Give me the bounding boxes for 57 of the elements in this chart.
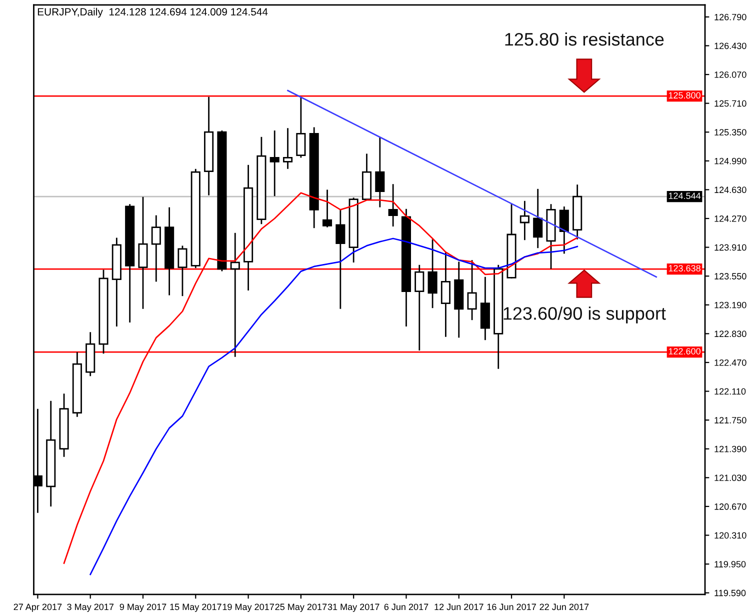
y-tick-label: 124.630 xyxy=(714,186,746,194)
y-tick-label: 120.310 xyxy=(714,532,746,539)
candlestick xyxy=(336,209,346,310)
y-tick-label: 122.110 xyxy=(714,388,746,395)
candlestick xyxy=(375,136,385,208)
candlestick xyxy=(230,232,240,358)
x-tick-label: 9 May 2017 xyxy=(120,604,166,612)
y-tick-label: 126.430 xyxy=(714,42,746,50)
ref-line-label: 124.544 xyxy=(668,192,701,200)
candlestick xyxy=(322,189,332,228)
y-tick-label: 121.390 xyxy=(714,446,746,452)
annotation: 125.80 is resistance xyxy=(505,32,664,46)
candlestick xyxy=(282,127,293,170)
chart-title: EURJPY,Daily 124.128 124.694 124.009 124.544 xyxy=(38,8,268,18)
candlestick xyxy=(414,264,424,352)
y-tick-label: 123.550 xyxy=(714,273,746,280)
ref-line-label: 125.800 xyxy=(668,92,700,99)
x-tick-label: 16 Jun 2017 xyxy=(487,604,536,610)
candlestick xyxy=(296,96,306,158)
y-tick-label: 124.270 xyxy=(714,215,746,222)
candlestick xyxy=(138,196,148,310)
y-tick-label: 123.190 xyxy=(714,302,746,308)
x-tick-label: 25 May 2017 xyxy=(275,604,327,612)
y-tick-label: 126.070 xyxy=(714,71,746,78)
y-tick-label: 121.030 xyxy=(714,474,746,482)
x-tick-label: 3 May 2017 xyxy=(67,604,114,612)
candlestick xyxy=(428,238,438,309)
y-tick-label: 122.470 xyxy=(714,359,746,366)
candlestick xyxy=(467,259,477,321)
x-tick-label: 22 Jun 2017 xyxy=(540,604,589,610)
y-tick-label: 119.950 xyxy=(714,561,746,568)
x-tick-label: 6 Jun 2017 xyxy=(384,604,428,610)
candlestick xyxy=(533,188,543,249)
candlestick xyxy=(270,130,280,197)
x-tick-label: 19 May 2017 xyxy=(222,604,274,612)
y-tick-label: 121.750 xyxy=(714,417,746,424)
ref-line-label: 122.600 xyxy=(668,348,700,354)
annotation: 123.60/90 is support xyxy=(504,306,666,324)
y-tick-label: 120.670 xyxy=(714,503,746,510)
candlestick xyxy=(440,251,450,338)
ref-line-label: 123.638 xyxy=(668,265,700,272)
x-tick-label: 12 Jun 2017 xyxy=(434,604,484,610)
candlestick xyxy=(520,200,530,241)
x-tick-label: 15 May 2017 xyxy=(170,604,222,612)
candlestick xyxy=(559,206,569,254)
y-tick-label: 124.990 xyxy=(714,158,746,164)
y-tick-label: 126.790 xyxy=(714,14,746,20)
y-tick-label: 125.350 xyxy=(714,129,746,136)
candlestick xyxy=(388,183,398,228)
y-tick-label: 122.830 xyxy=(714,330,746,338)
candlestick xyxy=(151,214,161,282)
candlestick xyxy=(178,244,188,297)
y-tick-label: 125.710 xyxy=(714,100,746,107)
x-tick-label: 31 May 2017 xyxy=(328,604,380,612)
x-tick-label: 27 Apr 2017 xyxy=(14,604,62,612)
y-tick-label: 119.590 xyxy=(714,590,746,596)
y-tick-label: 123.910 xyxy=(714,244,746,251)
